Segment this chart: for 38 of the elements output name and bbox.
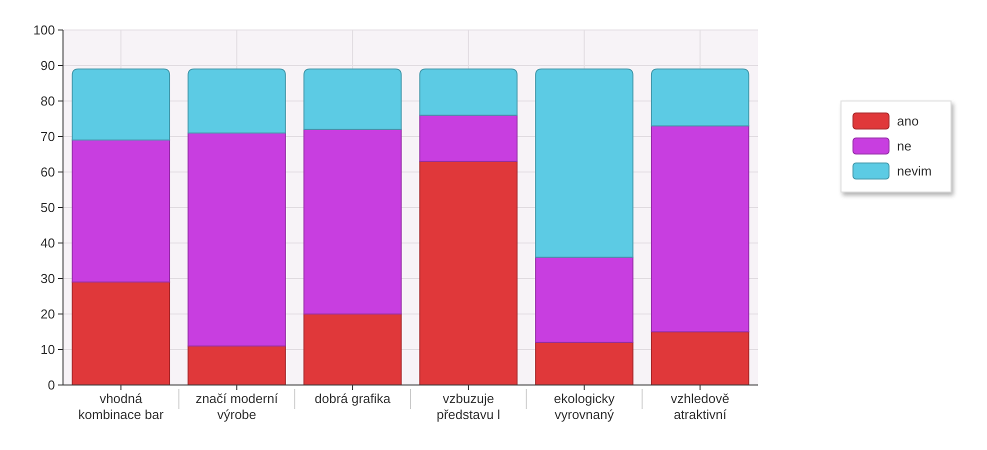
x-tick-label: vzhledově atraktivní bbox=[670, 391, 730, 422]
bar bbox=[188, 68, 286, 134]
bar bbox=[650, 68, 750, 126]
bar bbox=[188, 132, 286, 346]
bar bbox=[419, 160, 518, 386]
x-tick-label: dobrá grafika bbox=[314, 391, 392, 406]
x-tick-label: ekologicky vyrovnaný bbox=[554, 391, 616, 422]
legend-label: ne bbox=[897, 138, 912, 154]
y-tick-label: 70 bbox=[40, 129, 55, 144]
bar bbox=[535, 256, 634, 343]
y-tick-label: 40 bbox=[40, 236, 55, 251]
bar bbox=[72, 282, 170, 386]
bar bbox=[303, 314, 402, 386]
y-tick-label: 50 bbox=[40, 200, 55, 216]
bar bbox=[303, 68, 402, 130]
x-tick-label: značí moderní výrobe bbox=[196, 391, 278, 422]
bar bbox=[650, 331, 750, 386]
x-tick-label: vhodná kombinace bar bbox=[78, 391, 164, 422]
y-tick-label: 60 bbox=[40, 164, 55, 180]
bar bbox=[188, 345, 286, 386]
y-tick-label: 90 bbox=[40, 58, 55, 74]
bar bbox=[650, 125, 750, 332]
legend-label: ano bbox=[897, 114, 919, 129]
y-tick-label: 80 bbox=[40, 94, 55, 109]
legend-label: nevim bbox=[897, 164, 932, 179]
bar bbox=[72, 68, 170, 141]
bar bbox=[535, 68, 634, 258]
bar bbox=[419, 68, 518, 116]
y-tick-label: 0 bbox=[48, 378, 55, 393]
y-tick-label: 100 bbox=[33, 22, 55, 38]
y-tick-label: 20 bbox=[40, 306, 55, 322]
bar bbox=[72, 140, 170, 283]
y-tick-label: 10 bbox=[40, 342, 55, 358]
bar bbox=[303, 128, 402, 314]
y-tick-label: 30 bbox=[40, 271, 55, 286]
bar bbox=[535, 342, 634, 386]
bar bbox=[419, 114, 518, 162]
x-tick-label: vzbuzuje představu l bbox=[436, 391, 500, 422]
